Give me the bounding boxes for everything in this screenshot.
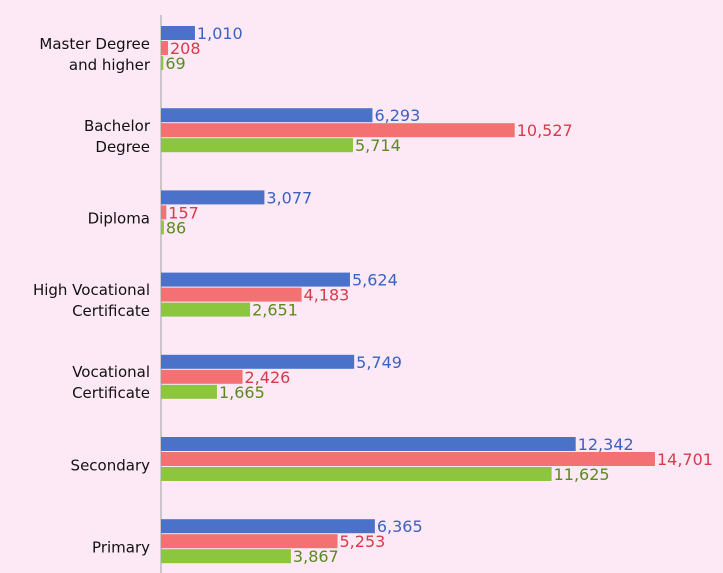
value-label: 69 <box>165 54 185 73</box>
value-label: 4,183 <box>304 286 350 305</box>
bar <box>161 287 302 302</box>
value-label: 1,665 <box>219 383 265 402</box>
bar <box>161 220 164 235</box>
bar <box>161 138 353 153</box>
value-label: 208 <box>170 39 201 58</box>
bar <box>161 354 355 369</box>
bar <box>161 272 350 287</box>
category-label: Diploma <box>87 209 150 228</box>
category-label: Bachelor Degree <box>84 116 150 156</box>
bar <box>161 190 265 205</box>
value-label: 157 <box>168 203 199 222</box>
value-label: 5,749 <box>356 353 402 372</box>
category-label: High Vocational Certificate <box>32 281 150 321</box>
bar <box>161 452 655 466</box>
category-label: Secondary <box>70 456 150 474</box>
bar <box>161 123 515 138</box>
bar <box>161 437 576 451</box>
value-label: 5,624 <box>352 271 398 290</box>
bar <box>161 302 251 317</box>
value-label: 2,426 <box>245 368 291 387</box>
value-label: 11,625 <box>554 465 610 484</box>
value-label: 5,253 <box>340 532 386 551</box>
bar <box>161 41 168 55</box>
value-label: 1,010 <box>197 24 243 43</box>
bar <box>161 467 552 481</box>
bar <box>161 534 338 549</box>
category-label: Vocational Certificate <box>72 363 150 403</box>
bar <box>161 549 291 564</box>
bar <box>161 369 243 384</box>
bar <box>161 56 164 70</box>
value-label: 10,527 <box>517 121 573 140</box>
value-label: 14,701 <box>657 450 713 469</box>
category-label: Primary <box>92 538 150 557</box>
bar <box>161 384 217 399</box>
value-label: 12,342 <box>578 435 634 454</box>
value-label: 3,077 <box>266 188 312 207</box>
bar <box>161 26 195 40</box>
value-label: 5,714 <box>355 136 401 155</box>
value-label: 2,651 <box>252 301 298 320</box>
bar <box>161 205 167 220</box>
bar <box>161 519 375 534</box>
category-label: Master Degree and higher <box>39 34 150 74</box>
value-label: 6,293 <box>374 106 420 125</box>
value-label: 6,365 <box>377 517 423 536</box>
value-label: 86 <box>166 218 186 237</box>
value-label: 3,867 <box>293 547 339 566</box>
bar <box>161 108 373 123</box>
